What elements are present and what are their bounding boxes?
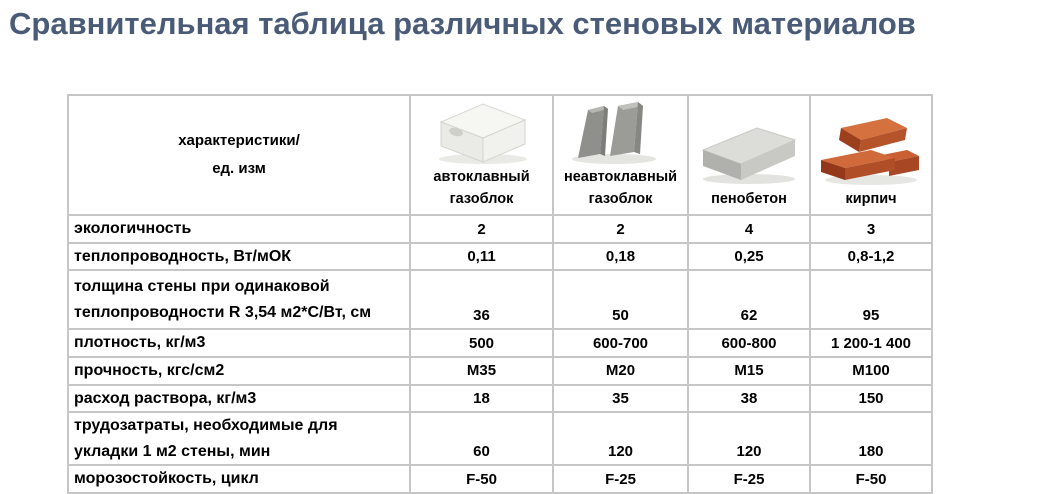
table-row-thermal-conductivity: теплопроводность, Вт/мОК 0,11 0,18 0,25 … [67, 241, 933, 272]
characteristics-header: характеристики/ ед. изм [67, 93, 411, 217]
cell-value: 36 [409, 269, 554, 331]
material-header-brick: кирпич [809, 93, 933, 217]
white-autoclaved-gas-block-image [438, 103, 527, 164]
page-title: Сравнительная таблица различных стеновых… [9, 6, 916, 41]
cell-value: 1 200-1 400 [809, 328, 933, 359]
cell-value: 35 [552, 383, 689, 414]
table-row-labor-costs: трудозатраты, необходимые для укладки 1 … [67, 411, 933, 467]
table-row-ecology: экологичность 2 2 4 3 [67, 214, 933, 244]
cell-value: F-25 [687, 464, 811, 494]
cell-value: F-25 [552, 464, 689, 494]
cell-value: 180 [809, 411, 933, 467]
row-label: трудозатраты, необходимые для укладки 1 … [67, 411, 411, 467]
cell-value: 600-700 [552, 328, 689, 359]
cell-value: 120 [687, 411, 811, 467]
cell-value: 600-800 [687, 328, 811, 359]
cell-value: 2 [409, 214, 554, 244]
cell-value: 0,8-1,2 [809, 241, 933, 272]
material-name: неавтоклавный газоблок [563, 168, 678, 207]
table-row-mortar-consumption: расход раствора, кг/м3 18 35 38 150 [67, 383, 933, 414]
cell-value: 0,25 [687, 241, 811, 272]
material-header-nonautoclaved-gas-block: неавтоклавный газоблок [552, 93, 689, 217]
row-label: толщина стены при одинаковой теплопровод… [67, 269, 411, 331]
material-header-autoclaved-gas-block: автоклавный газоблок [409, 93, 554, 217]
cell-value: М100 [809, 356, 933, 386]
cell-value: 95 [809, 269, 933, 331]
table-row-wall-thickness: толщина стены при одинаковой теплопровод… [67, 269, 933, 331]
row-label: прочность, кгс/см2 [67, 356, 411, 386]
cell-value: F-50 [409, 464, 554, 494]
cell-value: 60 [409, 411, 554, 467]
table-row-density: плотность, кг/м3 500 600-700 600-800 1 2… [67, 328, 933, 359]
cell-value: 150 [809, 383, 933, 414]
cell-value: 0,11 [409, 241, 554, 272]
table-row-frost-resistance: морозостойкость, цикл F-50 F-25 F-25 F-5… [67, 464, 933, 494]
row-label: экологичность [67, 214, 411, 244]
red-bricks-image [821, 117, 919, 185]
material-header-foam-concrete: пенобетон [687, 93, 811, 217]
materials-comparison-table: характеристики/ ед. изм автоклавный газо… [67, 93, 933, 494]
cell-value: М35 [409, 356, 554, 386]
row-label: расход раствора, кг/м3 [67, 383, 411, 414]
cell-value: 18 [409, 383, 554, 414]
row-label: плотность, кг/м3 [67, 328, 411, 359]
material-name: пенобетон [711, 190, 787, 207]
row-label: морозостойкость, цикл [67, 464, 411, 494]
foam-concrete-block-image [701, 126, 797, 184]
material-name: кирпич [845, 190, 897, 207]
cell-value: М15 [687, 356, 811, 386]
cell-value: 500 [409, 328, 554, 359]
cell-value: 3 [809, 214, 933, 244]
material-name: автоклавный газоблок [433, 168, 530, 207]
table-row-strength: прочность, кгс/см2 М35 М20 М15 М100 [67, 356, 933, 386]
row-label: теплопроводность, Вт/мОК [67, 241, 411, 272]
cell-value: 50 [552, 269, 689, 331]
cell-value: F-50 [809, 464, 933, 494]
cell-value: 4 [687, 214, 811, 244]
gray-slab-gas-blocks-image [571, 101, 656, 164]
cell-value: 62 [687, 269, 811, 331]
cell-value: 120 [552, 411, 689, 467]
table-header-row: характеристики/ ед. изм автоклавный газо… [67, 93, 933, 217]
cell-value: 2 [552, 214, 689, 244]
cell-value: 38 [687, 383, 811, 414]
cell-value: М20 [552, 356, 689, 386]
cell-value: 0,18 [552, 241, 689, 272]
